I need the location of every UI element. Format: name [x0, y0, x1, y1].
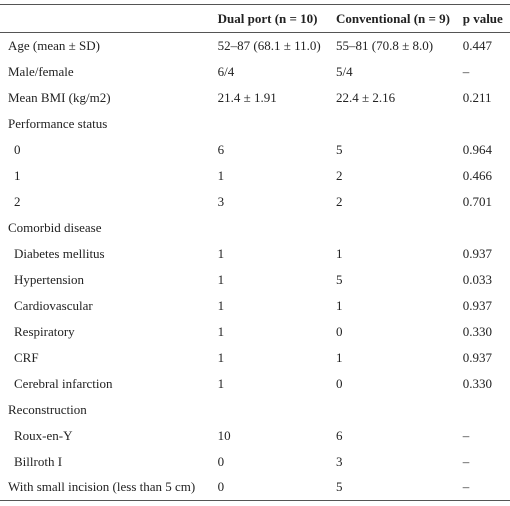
row-label: 1 [14, 167, 21, 183]
row-label: Male/female [8, 63, 74, 79]
p-value: 0.447 [462, 37, 492, 53]
dual-port-value: 1 [217, 167, 225, 183]
table-row: Respiratory 1 0 0.330 [0, 319, 510, 345]
p-value: 0.701 [462, 193, 492, 209]
row-label: CRF [14, 349, 39, 365]
header-p-value: p value [462, 4, 510, 33]
dual-port-value: 3 [217, 193, 225, 209]
table-row: Mean BMI (kg/m2) 21.4 ± 1.91 22.4 ± 2.16 0.… [0, 85, 510, 111]
row-label: Roux-en-Y [14, 427, 73, 443]
row-label: Diabetes mellitus [14, 245, 105, 261]
conventional-value: 22.4 ± 2.16 [336, 89, 396, 105]
table-row: Comorbid disease [0, 215, 510, 241]
row-label: Comorbid disease [8, 219, 102, 235]
table-header: Dual port (n = 10) Conventional (n = 9) … [0, 4, 510, 33]
patient-characteristics-table: Dual port (n = 10) Conventional (n = 9) … [0, 4, 510, 501]
dual-port-value: 6/4 [217, 63, 235, 79]
dual-port-value: 1 [217, 323, 225, 339]
dual-port-value: 1 [217, 297, 225, 313]
dual-port-value: 21.4 ± 1.91 [217, 89, 277, 105]
conventional-value: 3 [336, 453, 343, 469]
conventional-value [336, 215, 463, 241]
row-label: Mean BMI (kg/m2) [8, 89, 111, 105]
table-row: Age (mean ± SD) 52–87 (68.1 ± 11.0) 55–81 … [0, 33, 510, 59]
table-row: Hypertension 1 5 0.033 [0, 267, 510, 293]
row-label: 0 [14, 141, 21, 157]
header-dual-port: Dual port (n = 10) [217, 4, 337, 33]
row-label: Cerebral infarction [14, 375, 113, 391]
table-row: Diabetes mellitus 1 1 0.937 [0, 241, 510, 267]
p-value: – [462, 63, 470, 79]
row-label: Billroth I [14, 453, 63, 469]
p-value: – [462, 453, 470, 469]
p-value [463, 215, 510, 241]
table-body: Age (mean ± SD) 52–87 (68.1 ± 11.0) 55–81 … [0, 33, 510, 501]
conventional-value [336, 111, 463, 137]
table-row: Roux-en-Y 10 6 – [0, 423, 510, 449]
p-value: 0.937 [462, 245, 492, 261]
conventional-value: 2 [336, 167, 343, 183]
p-value: 0.937 [462, 349, 492, 365]
table-row: Reconstruction [0, 397, 510, 423]
p-value: – [462, 427, 470, 443]
conventional-value: 2 [336, 193, 343, 209]
row-label: Reconstruction [8, 401, 87, 417]
row-label: With small incision (less than 5 cm) [0, 474, 218, 501]
dual-port-value: 0 [217, 474, 337, 501]
dual-port-value: 1 [217, 375, 225, 391]
conventional-value: 5 [336, 141, 343, 157]
p-value: 0.937 [462, 297, 492, 313]
p-value [463, 397, 510, 423]
conventional-value: 0 [336, 375, 343, 391]
p-value: – [462, 474, 510, 501]
dual-port-value: 1 [217, 271, 225, 287]
p-value: 0.211 [462, 89, 492, 105]
dual-port-value [218, 215, 336, 241]
p-value: 0.330 [462, 375, 492, 391]
dual-port-value: 52–87 (68.1 ± 11.0) [217, 37, 321, 53]
p-value: 0.466 [462, 167, 492, 183]
row-label: Cardiovascular [14, 297, 93, 313]
conventional-value: 55–81 (70.8 ± 8.0) [336, 37, 434, 53]
dual-port-value [218, 397, 336, 423]
conventional-value: 0 [336, 323, 343, 339]
p-value: 0.964 [462, 141, 492, 157]
table-row: With small incision (less than 5 cm) 0 5– [0, 474, 510, 501]
row-label: Age (mean ± SD) [8, 37, 100, 53]
conventional-value: 1 [336, 349, 343, 365]
p-value: 0.330 [462, 323, 492, 339]
dual-port-value: 6 [217, 141, 225, 157]
table-row: Cardiovascular 1 1 0.937 [0, 293, 510, 319]
table-row: Billroth I 0 3 – [0, 449, 510, 475]
table-row: Cerebral infarction 1 0 0.330 [0, 371, 510, 397]
header-col-label [0, 4, 218, 33]
header-conventional: Conventional (n = 9) [336, 4, 463, 33]
conventional-value: 6 [336, 427, 343, 443]
dual-port-value: 1 [217, 349, 225, 365]
row-label: 2 [14, 193, 21, 209]
dual-port-value: 10 [217, 427, 231, 443]
row-label: Hypertension [14, 271, 85, 287]
conventional-value: 1 [336, 297, 343, 313]
conventional-value [336, 397, 463, 423]
table-row: CRF 1 1 0.937 [0, 345, 510, 371]
p-value [463, 111, 510, 137]
p-value: 0.033 [462, 271, 492, 287]
conventional-value: 5 [336, 271, 343, 287]
table-row: 1 1 2 0.466 [0, 163, 510, 189]
conventional-value: 1 [336, 245, 343, 261]
conventional-value: 5/4 [336, 63, 353, 79]
dual-port-value: 0 [217, 453, 225, 469]
header-row: Dual port (n = 10) Conventional (n = 9) … [0, 4, 510, 33]
dual-port-value: 1 [217, 245, 225, 261]
conventional-value: 5 [336, 474, 463, 501]
table-row: Male/female 6/4 5/4 – [0, 59, 510, 85]
table-row: 2 3 2 0.701 [0, 189, 510, 215]
dual-port-value [218, 111, 336, 137]
row-label: Respiratory [14, 323, 75, 339]
table-row: Performance status [0, 111, 510, 137]
row-label: Performance status [8, 115, 108, 131]
table-row: 0 6 5 0.964 [0, 137, 510, 163]
